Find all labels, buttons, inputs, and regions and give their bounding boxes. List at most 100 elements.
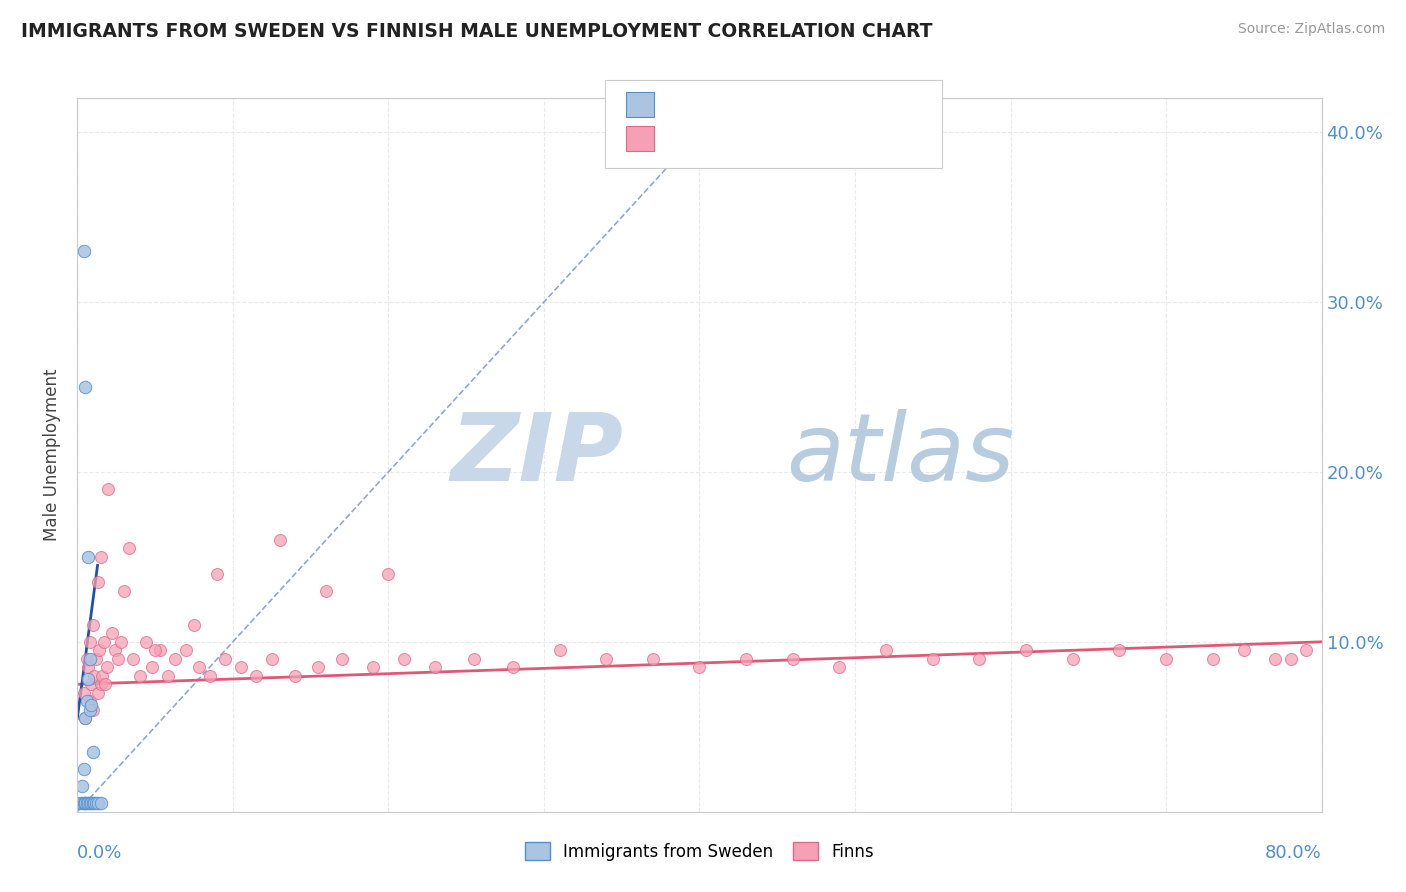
Point	[118, 541, 141, 556]
Point	[79, 796, 101, 810]
Point	[269, 533, 291, 547]
Point	[187, 660, 209, 674]
Point	[79, 652, 101, 666]
Point	[122, 652, 145, 666]
Point	[1108, 643, 1130, 657]
Text: 80.0%: 80.0%	[1265, 844, 1322, 862]
Point	[110, 635, 132, 649]
Point	[315, 583, 337, 598]
Point	[1233, 643, 1256, 657]
Point	[782, 652, 804, 666]
Point	[86, 575, 108, 590]
Point	[97, 482, 120, 496]
Point	[107, 652, 129, 666]
Point	[72, 686, 94, 700]
Point	[104, 643, 127, 657]
Point	[307, 660, 329, 674]
Point	[463, 652, 485, 666]
Point	[84, 796, 107, 810]
Point	[149, 643, 172, 657]
Point	[76, 796, 98, 810]
Point	[80, 677, 103, 691]
Text: ZIP: ZIP	[451, 409, 623, 501]
Point	[75, 796, 97, 810]
Point	[75, 711, 97, 725]
Point	[245, 669, 267, 683]
Point	[875, 643, 897, 657]
Point	[135, 635, 157, 649]
Point	[1015, 643, 1038, 657]
Point	[86, 796, 108, 810]
Point	[94, 677, 117, 691]
Point	[1279, 652, 1302, 666]
Point	[284, 669, 307, 683]
Point	[143, 643, 166, 657]
Point	[100, 626, 122, 640]
Point	[72, 762, 94, 776]
Point	[361, 660, 384, 674]
Point	[76, 694, 98, 708]
Point	[1264, 652, 1286, 666]
Text: R = 0.275   N = 74: R = 0.275 N = 74	[666, 129, 831, 147]
Point	[93, 635, 115, 649]
Text: 0.0%: 0.0%	[77, 844, 122, 862]
Point	[183, 617, 205, 632]
Point	[72, 796, 94, 810]
Point	[1154, 652, 1177, 666]
Point	[83, 669, 105, 683]
Y-axis label: Male Unemployment: Male Unemployment	[44, 368, 62, 541]
Point	[595, 652, 617, 666]
Point	[641, 652, 664, 666]
Point	[156, 669, 179, 683]
Point	[80, 698, 103, 712]
Point	[260, 652, 283, 666]
Point	[90, 796, 112, 810]
Point	[689, 660, 711, 674]
Point	[77, 796, 100, 810]
Point	[75, 711, 97, 725]
Point	[330, 652, 353, 666]
Point	[70, 779, 93, 793]
Point	[79, 703, 101, 717]
Point	[548, 643, 571, 657]
Point	[1062, 652, 1084, 666]
Point	[75, 380, 97, 394]
Text: R = 0.259   N = 24: R = 0.259 N = 24	[666, 95, 831, 113]
Point	[377, 566, 399, 581]
Point	[229, 660, 252, 674]
Point	[1295, 643, 1317, 657]
Point	[82, 703, 104, 717]
Point	[83, 796, 105, 810]
Point	[174, 643, 197, 657]
Point	[69, 796, 91, 810]
Point	[70, 796, 93, 810]
Point	[77, 660, 100, 674]
Point	[207, 566, 229, 581]
Point	[141, 660, 163, 674]
Point	[84, 652, 107, 666]
Point	[77, 672, 100, 686]
Point	[91, 669, 114, 683]
Point	[87, 643, 110, 657]
Point	[165, 652, 187, 666]
Point	[82, 617, 104, 632]
Text: Source: ZipAtlas.com: Source: ZipAtlas.com	[1237, 22, 1385, 37]
Point	[128, 669, 150, 683]
Point	[82, 796, 104, 810]
Point	[502, 660, 524, 674]
Point	[921, 652, 943, 666]
Point	[75, 796, 97, 810]
Point	[77, 549, 100, 564]
Point	[198, 669, 221, 683]
Point	[90, 677, 112, 691]
Legend: Immigrants from Sweden, Finns: Immigrants from Sweden, Finns	[517, 836, 882, 868]
Point	[82, 745, 104, 759]
Text: IMMIGRANTS FROM SWEDEN VS FINNISH MALE UNEMPLOYMENT CORRELATION CHART: IMMIGRANTS FROM SWEDEN VS FINNISH MALE U…	[21, 22, 932, 41]
Point	[90, 549, 112, 564]
Point	[112, 583, 135, 598]
Point	[392, 652, 415, 666]
Point	[79, 635, 101, 649]
Text: atlas: atlas	[786, 409, 1015, 500]
Point	[79, 694, 101, 708]
Point	[96, 660, 118, 674]
